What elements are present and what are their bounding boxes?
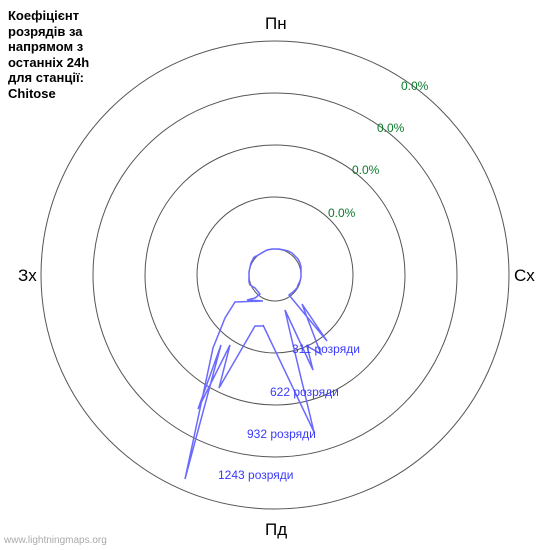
ring-4 [93,93,457,457]
chart-container: Коефіцієнт розрядів за напрямом з останн… [0,0,550,550]
ring-blue-label-2: 622 розряди [270,385,339,399]
ring-green-label-1: 0.0% [328,206,355,220]
rose-data-line [185,249,327,479]
chart-title: Коефіцієнт розрядів за напрямом з останн… [8,8,89,102]
cardinal-east: Сх [514,266,535,286]
ring-green-label-3: 0.0% [377,121,404,135]
cardinal-west: Зх [18,266,37,286]
ring-blue-label-4: 1243 розряди [218,468,294,482]
cardinal-north: Пн [265,14,287,34]
ring-3 [145,145,405,405]
cardinal-south: Пд [265,520,287,540]
ring-green-label-2: 0.0% [352,163,379,177]
footer-attribution: www.lightningmaps.org [4,535,107,546]
ring-green-label-4: 0.0% [401,79,428,93]
ring-blue-label-1: 311 розряди [292,342,360,356]
ring-1 [249,249,301,301]
ring-blue-label-3: 932 розряди [247,427,316,441]
